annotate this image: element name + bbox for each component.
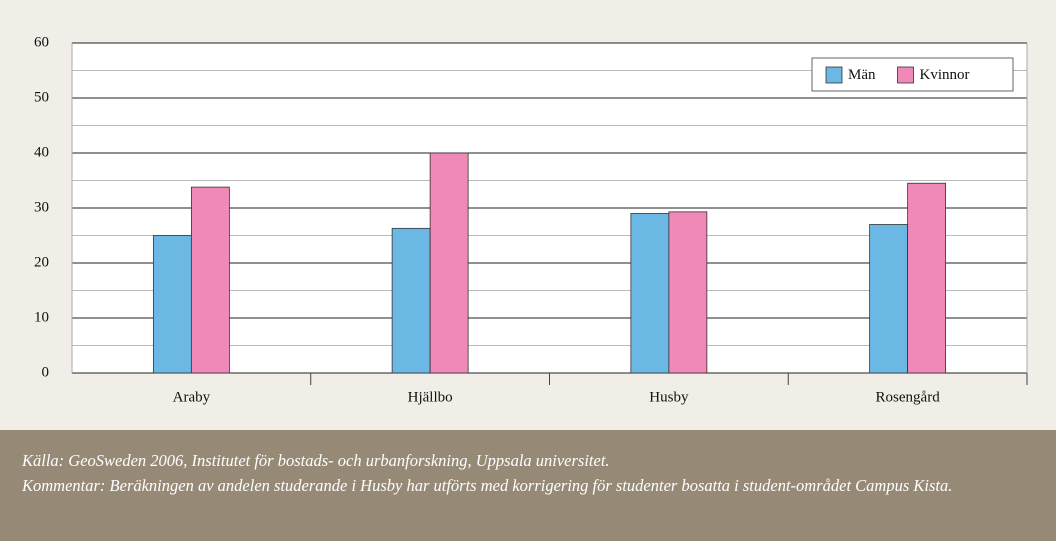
y-tick-label: 30 xyxy=(34,199,49,215)
footer: Källa: GeoSweden 2006, Institutet för bo… xyxy=(0,430,1056,541)
legend-label: Män xyxy=(848,67,876,83)
y-tick-label: 20 xyxy=(34,254,49,270)
y-tick-label: 50 xyxy=(34,89,49,105)
y-tick-label: 0 xyxy=(42,364,50,380)
y-tick-label: 40 xyxy=(34,144,49,160)
legend-swatch xyxy=(825,66,843,84)
comment-note: Kommentar: Beräkningen av andelen studer… xyxy=(22,476,953,495)
bar xyxy=(668,211,708,374)
bar xyxy=(391,227,431,374)
x-tick-label: Rosengård xyxy=(876,389,941,405)
bar xyxy=(190,186,230,374)
legend-swatch xyxy=(897,66,914,84)
bar xyxy=(907,182,947,374)
bar xyxy=(869,224,909,374)
x-tick-label: Araby xyxy=(173,389,211,405)
bar xyxy=(429,152,469,374)
y-tick-label: 10 xyxy=(34,309,49,325)
chart: 0 10 20 30 40 50 60 Araby Hjällbo Husby Rosengård M… xyxy=(34,34,1028,405)
x-tick-label: Hjällbo xyxy=(408,389,453,405)
source-note: Källa: GeoSweden 2006, Institutet för bo… xyxy=(22,451,610,470)
bar xyxy=(630,213,670,374)
y-tick-label: 60 xyxy=(34,34,49,50)
x-tick-label: Husby xyxy=(649,389,689,405)
legend-label: Kvinnor xyxy=(920,67,970,83)
bar xyxy=(152,235,192,374)
